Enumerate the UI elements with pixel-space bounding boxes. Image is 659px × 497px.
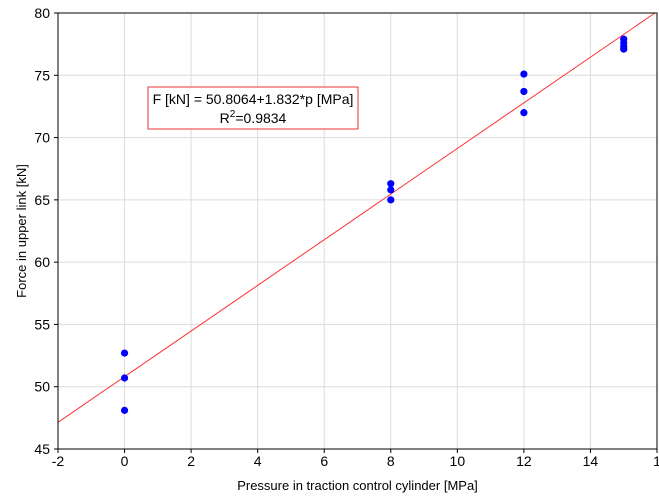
r-squared-superscript: 2 <box>230 109 236 120</box>
x-tick-label: -2 <box>52 453 65 469</box>
fit-line <box>57 12 656 423</box>
x-tick-label: 1 <box>653 453 659 469</box>
y-axis-title: Force in upper link [kN] <box>14 164 29 298</box>
x-tick-label: 10 <box>450 453 466 469</box>
x-tick-label: 8 <box>387 453 395 469</box>
data-point <box>387 180 395 188</box>
data-point <box>387 186 395 194</box>
x-tick-label: 0 <box>121 453 129 469</box>
x-tick-label: 14 <box>583 453 599 469</box>
x-tick-label: 2 <box>187 453 195 469</box>
data-points <box>120 35 628 414</box>
y-tick-label: 55 <box>34 316 50 332</box>
data-point <box>120 349 129 357</box>
x-axis-ticks: -2 0 2 4 6 8 10 12 14 1 <box>52 449 659 469</box>
regression-equation: F [kN] = 50.8064+1.832*p [MPa] <box>153 91 354 107</box>
data-point <box>620 45 628 53</box>
x-tick-label: 6 <box>320 453 328 469</box>
x-tick-label: 12 <box>516 453 532 469</box>
data-point <box>520 70 528 78</box>
plot-frame <box>57 12 658 450</box>
grid <box>57 12 658 450</box>
y-tick-label: 60 <box>34 254 50 270</box>
r-squared: R2=0.9834 <box>220 109 287 126</box>
y-tick-label: 45 <box>34 441 50 457</box>
data-point <box>120 406 129 414</box>
data-point <box>520 87 528 96</box>
r-squared-prefix: R <box>220 110 230 126</box>
y-axis-ticks: 45 50 55 60 65 70 75 80 <box>34 5 58 457</box>
y-tick-label: 50 <box>34 379 50 395</box>
x-tick-label: 4 <box>254 453 262 469</box>
y-tick-label: 80 <box>34 5 50 21</box>
annotation-box <box>147 86 359 130</box>
data-point <box>387 196 395 204</box>
data-point <box>520 109 528 117</box>
y-tick-label: 75 <box>34 67 50 83</box>
r-squared-value: =0.9834 <box>235 110 286 126</box>
data-point <box>120 374 129 382</box>
y-tick-label: 65 <box>34 192 50 208</box>
regression-annotation: F [kN] = 50.8064+1.832*p [MPa] R2=0.9834 <box>147 86 359 130</box>
x-axis-title: Pressure in traction control cylinder [M… <box>237 478 478 493</box>
fit-line-group <box>57 12 656 423</box>
y-tick-label: 70 <box>34 130 50 146</box>
